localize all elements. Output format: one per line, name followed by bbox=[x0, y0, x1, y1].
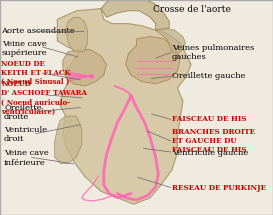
Polygon shape bbox=[126, 37, 180, 84]
Text: RESEAU DE PURKINJE: RESEAU DE PURKINJE bbox=[172, 184, 266, 192]
Text: Ventricule
droit: Ventricule droit bbox=[4, 126, 47, 143]
Text: NOEUD DE
KEITH ET FLACK
( Noeud Sinusal ): NOEUD DE KEITH ET FLACK ( Noeud Sinusal … bbox=[1, 60, 71, 86]
Polygon shape bbox=[101, 0, 169, 30]
Text: Aorte ascendante: Aorte ascendante bbox=[1, 27, 75, 35]
Text: Veine cave
supérieure: Veine cave supérieure bbox=[2, 40, 48, 57]
Text: FAISCEAU DE HIS: FAISCEAU DE HIS bbox=[172, 115, 247, 123]
Polygon shape bbox=[57, 9, 191, 204]
Polygon shape bbox=[63, 49, 106, 86]
Text: NOEUD
D' ASCHOFF TAWARA
( Noeud auriculo-
ventriculaire): NOEUD D' ASCHOFF TAWARA ( Noeud auriculo… bbox=[1, 80, 87, 116]
Text: Oreillette gauche: Oreillette gauche bbox=[172, 72, 245, 80]
Text: Ventricule gauche: Ventricule gauche bbox=[172, 149, 248, 157]
Polygon shape bbox=[156, 28, 186, 54]
Polygon shape bbox=[66, 17, 87, 52]
Polygon shape bbox=[55, 116, 82, 163]
Text: BRANCHES DROITE
ET GAUCHE DU
FAISCEAU DE HIS: BRANCHES DROITE ET GAUCHE DU FAISCEAU DE… bbox=[172, 128, 255, 154]
Text: Crosse de l'aorte: Crosse de l'aorte bbox=[153, 5, 231, 14]
Text: Oreilette
droite: Oreilette droite bbox=[4, 104, 42, 121]
Text: Veine cave
inférieure: Veine cave inférieure bbox=[4, 149, 49, 167]
Text: Veines pulmonaires
gauches: Veines pulmonaires gauches bbox=[172, 44, 254, 61]
